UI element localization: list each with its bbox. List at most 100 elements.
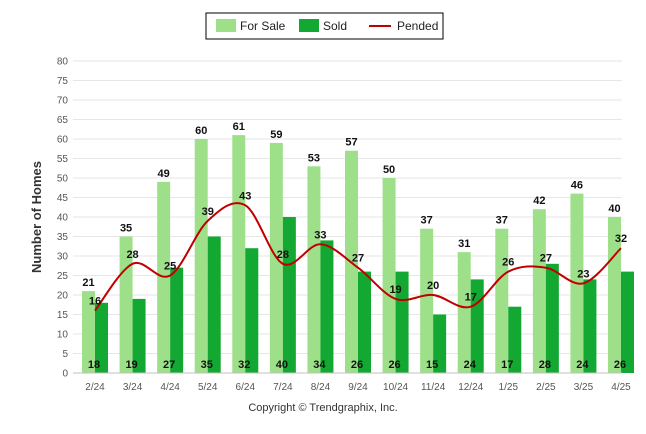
y-tick-label: 35 (57, 232, 69, 243)
bar-for-sale (495, 228, 509, 373)
legend-box (205, 12, 444, 40)
x-tick-label: 9/24 (348, 382, 368, 393)
pended-value-label: 26 (502, 257, 514, 269)
x-tick-label: 2/25 (536, 382, 556, 393)
y-tick-label: 40 (57, 213, 69, 224)
sold-value-label: 19 (125, 359, 137, 371)
y-tick-label: 55 (57, 154, 69, 165)
pended-value-label: 19 (389, 284, 401, 296)
legend-swatch-bar (216, 19, 236, 32)
for-sale-value-label: 31 (458, 238, 470, 250)
legend: For Sale Sold Pended (205, 12, 444, 40)
pended-value-label: 17 (465, 292, 477, 304)
x-tick-label: 10/24 (383, 382, 408, 393)
bar-sold (170, 267, 184, 373)
sold-value-label: 26 (614, 359, 626, 371)
sold-value-label: 27 (163, 359, 175, 371)
for-sale-value-label: 46 (571, 180, 583, 192)
bar-for-sale (232, 135, 246, 373)
for-sale-value-label: 59 (270, 129, 282, 141)
x-tick-label: 3/24 (123, 382, 143, 393)
for-sale-value-label: 49 (158, 168, 170, 180)
y-tick-label: 50 (57, 174, 69, 185)
for-sale-value-label: 60 (195, 125, 207, 137)
pended-value-label: 20 (427, 280, 439, 292)
y-tick-label: 5 (62, 349, 68, 360)
bar-sold (207, 236, 221, 373)
sold-value-label: 28 (539, 359, 551, 371)
for-sale-value-label: 21 (82, 277, 94, 289)
pended-value-label: 39 (202, 206, 214, 218)
line-layer (94, 202, 622, 312)
bar-for-sale (532, 209, 546, 373)
bar-sold (320, 240, 334, 373)
y-tick-label: 0 (62, 369, 68, 380)
sold-value-label: 24 (464, 359, 477, 371)
for-sale-value-label: 53 (308, 152, 320, 164)
y-tick-label: 30 (57, 252, 69, 263)
bar-for-sale (420, 228, 434, 373)
y-tick-label: 60 (57, 135, 69, 146)
bar-sold (245, 248, 259, 373)
pended-value-label: 27 (540, 253, 552, 265)
sold-value-label: 17 (501, 359, 513, 371)
sold-value-label: 26 (351, 359, 363, 371)
y-tick-label: 75 (57, 76, 69, 87)
pended-value-label: 43 (239, 190, 251, 202)
sold-value-label: 26 (388, 359, 400, 371)
for-sale-value-label: 42 (533, 195, 545, 207)
x-tick-label: 2/24 (85, 382, 105, 393)
pended-value-label: 27 (352, 253, 364, 265)
y-tick-label: 15 (57, 310, 69, 321)
y-axis-title: Number of Homes (29, 161, 44, 273)
bar-sold (508, 306, 522, 373)
sold-value-label: 35 (201, 359, 213, 371)
bar-sold (358, 271, 371, 373)
pended-value-label: 33 (314, 229, 326, 241)
y-tick-label: 65 (57, 115, 69, 126)
sold-value-label: 24 (576, 359, 589, 371)
bar-for-sale (382, 178, 396, 373)
copyright-text: Copyright © Trendgraphix, Inc. (248, 402, 398, 414)
axis-layer: 0 5 10 15 20 25 30 35 40 45 50 55 60 65 70 75 80 Number o… (29, 57, 631, 394)
bar-for-sale (82, 291, 95, 373)
sold-value-label: 18 (88, 359, 100, 371)
pended-value-label: 28 (277, 249, 289, 261)
bar-for-sale (307, 166, 321, 373)
bar-sold (621, 271, 634, 373)
bar-sold (583, 279, 597, 373)
label-layer: 21 18 35 19 49 27 60 35 61 32 59 40 53 34 57 26 50 26 37 15… (82, 121, 627, 371)
x-tick-label: 12/24 (458, 382, 483, 393)
bar-sold (95, 302, 108, 373)
for-sale-value-label: 35 (120, 223, 132, 235)
for-sale-value-label: 40 (608, 203, 620, 215)
bar-sold (132, 298, 146, 373)
x-tick-label: 1/25 (499, 382, 519, 393)
for-sale-value-label: 37 (496, 215, 508, 227)
x-tick-label: 4/24 (160, 382, 180, 393)
pended-value-label: 23 (577, 268, 589, 280)
x-tick-label: 8/24 (311, 382, 331, 393)
x-tick-label: 3/25 (574, 382, 594, 393)
bar-for-sale (194, 139, 208, 373)
pended-value-label: 28 (126, 249, 138, 261)
y-tick-label: 10 (57, 330, 69, 341)
sold-value-label: 32 (238, 359, 250, 371)
for-sale-value-label: 50 (383, 164, 395, 176)
pended-value-label: 16 (89, 296, 101, 308)
legend-swatch-bar (299, 19, 319, 32)
bar-sold (282, 217, 296, 373)
for-sale-value-label: 37 (421, 215, 433, 227)
legend-label: Pended (397, 19, 438, 33)
legend-label: Sold (323, 19, 347, 33)
y-tick-label: 20 (57, 291, 69, 302)
for-sale-value-label: 61 (233, 121, 245, 133)
y-tick-label: 45 (57, 193, 69, 204)
bar-for-sale (608, 217, 621, 373)
bar-sold (470, 279, 484, 373)
legend-label: For Sale (240, 19, 286, 33)
y-tick-label: 70 (57, 96, 69, 107)
x-tick-label: 6/24 (236, 382, 256, 393)
x-tick-label: 5/24 (198, 382, 218, 393)
